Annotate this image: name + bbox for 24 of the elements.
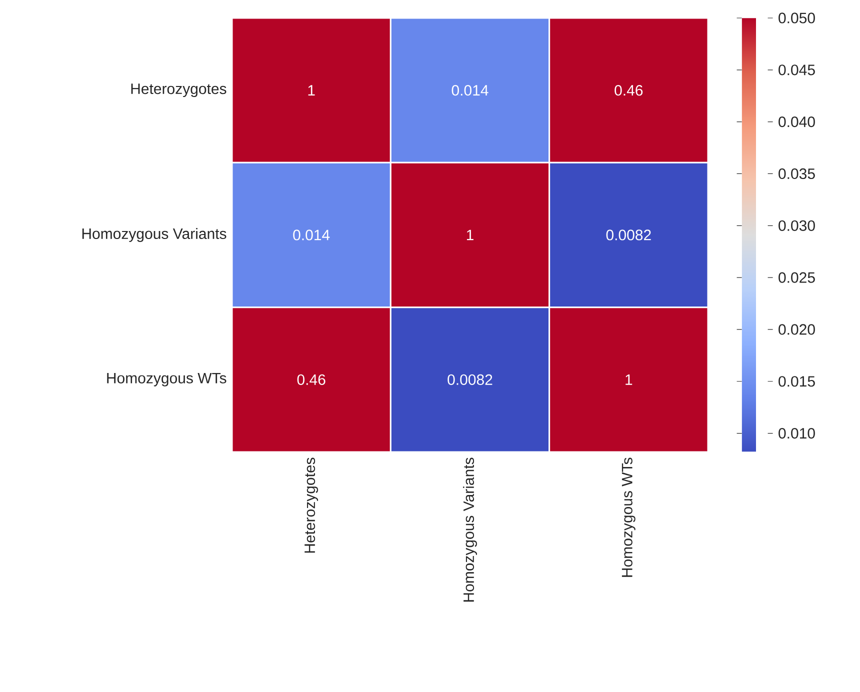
- data-label: 1: [626, 374, 632, 385]
- data-label: 0.014: [452, 85, 488, 96]
- color-bar-label: 0.030: [778, 220, 815, 231]
- x-tick-label: Homozygous Variants: [463, 458, 477, 602]
- y-tick-label: Homozygous Variants: [82, 228, 226, 242]
- x-tick-label: Homozygous WTs: [622, 458, 636, 577]
- data-label: 0.46: [297, 374, 326, 385]
- data-label: 0.0082: [448, 374, 492, 385]
- x-tick-label: Heterozygotes: [304, 458, 318, 553]
- color-bar-label: 0.010: [778, 428, 815, 439]
- data-label: 0.0082: [606, 230, 651, 240]
- data-label: 1: [308, 85, 315, 96]
- data-label: 0.014: [293, 230, 330, 240]
- color-bar-label: 0.045: [778, 64, 815, 76]
- color-bar-label: 0.050: [778, 12, 815, 24]
- data-label: 0.46: [614, 85, 643, 96]
- color-bar-label: 0.020: [778, 324, 815, 335]
- color-bar-label: 0.035: [778, 168, 815, 180]
- color-bar-label: 0.040: [778, 116, 815, 128]
- color-bar-label: 0.025: [778, 272, 815, 283]
- color-bar-label: 0.015: [778, 376, 815, 387]
- data-label: 1: [466, 230, 474, 240]
- y-tick-label: Homozygous WTs: [107, 372, 226, 386]
- y-tick-label: Heterozygotes: [131, 84, 226, 98]
